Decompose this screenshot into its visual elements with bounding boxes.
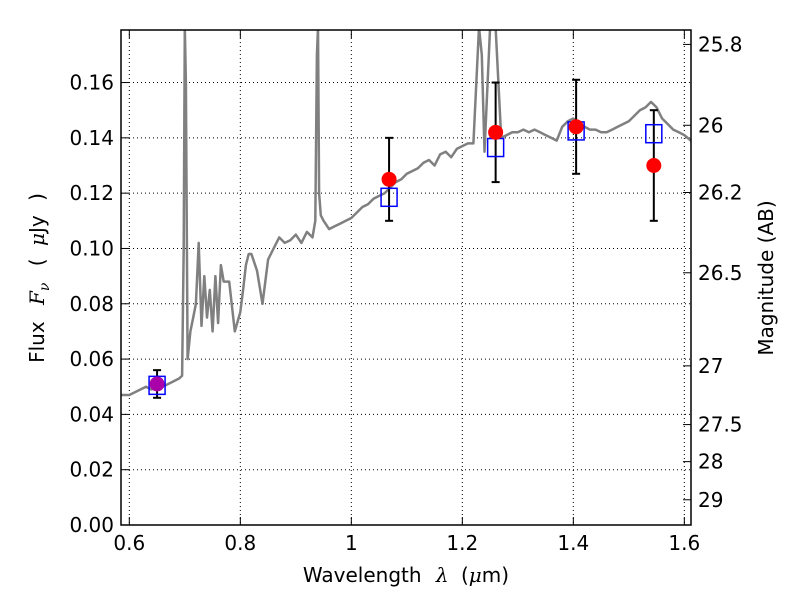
observed-points [149, 119, 662, 392]
magnitude-tick-label: 26.5 [698, 261, 743, 285]
x-tick-label: 0.6 [113, 531, 145, 555]
model-flux-marker [380, 187, 398, 208]
y-axis-label-text: Flux [25, 321, 49, 363]
magnitude-tick-label: 28 [698, 450, 723, 474]
y-axis-label-symbol: F [25, 290, 49, 306]
y-tick-label: 0.00 [69, 513, 114, 537]
y-tick-label: 0.08 [69, 292, 114, 316]
x-axis-label-unit-open: ( [461, 563, 469, 587]
x-axis-ticks: 0.6 0.8 1 1.2 1.4 1.6 [113, 30, 700, 555]
magnitude-tick-label: 29 [698, 488, 723, 512]
x-axis-label: Wavelength λ (μm) [303, 563, 509, 587]
magnitude-tick-label: 25.8 [698, 32, 743, 56]
x-tick-label: 1 [345, 531, 358, 555]
magnitude-axis-ticks: 25.8 26 26.2 26.5 27 27.5 28 29 [683, 32, 743, 512]
grid-lines [121, 30, 691, 525]
x-axis-label-text: Wavelength [303, 563, 422, 587]
x-axis-label-unit-mu: μ [469, 563, 482, 587]
y-tick-label: 0.14 [69, 126, 114, 150]
x-tick-label: 1.6 [668, 531, 700, 555]
y-axis-ticks: 0.00 0.02 0.04 0.06 0.08 0.10 0.12 0.14 0.16 [69, 71, 129, 537]
x-axis-label-unit-rest: m) [482, 563, 509, 587]
y-axis-label: Flux Fν ( μJy ) [25, 193, 54, 363]
magnitude-tick-label: 27.5 [698, 413, 743, 437]
y-axis-label-subscript: ν [37, 282, 53, 291]
y-tick-label: 0.12 [69, 181, 114, 205]
x-tick-label: 1.2 [446, 531, 478, 555]
y-tick-label: 0.04 [69, 402, 114, 426]
x-tick-label: 1.4 [557, 531, 589, 555]
y-axis-label-unit-close: ) [25, 193, 49, 201]
observed-flux-point [646, 158, 662, 174]
observed-flux-point [568, 119, 584, 135]
model-flux-marker [148, 375, 166, 396]
y-tick-label: 0.02 [69, 458, 114, 482]
plot-frame [120, 29, 692, 526]
y-axis-label-unit-rest: Jy [25, 215, 49, 235]
magnitude-tick-label: 27 [698, 354, 723, 378]
observed-flux-point [381, 171, 397, 187]
y-tick-label: 0.06 [69, 347, 114, 371]
magnitude-tick-label: 26 [698, 113, 723, 137]
y-axis-label-unit-mu: μ [25, 233, 49, 246]
observed-flux-point [488, 124, 504, 140]
magnitude-axis-label: Magnitude (AB) [754, 200, 778, 355]
y-tick-label: 0.10 [69, 236, 114, 260]
x-axis-label-symbol: λ [435, 563, 449, 587]
observed-flux-point [149, 376, 165, 392]
y-axis-label-unit-open: ( [25, 258, 49, 266]
magnitude-tick-label: 26.2 [698, 181, 743, 205]
x-tick-label: 0.8 [224, 531, 256, 555]
y-tick-label: 0.16 [69, 71, 114, 95]
model-flux-marker [645, 123, 663, 144]
